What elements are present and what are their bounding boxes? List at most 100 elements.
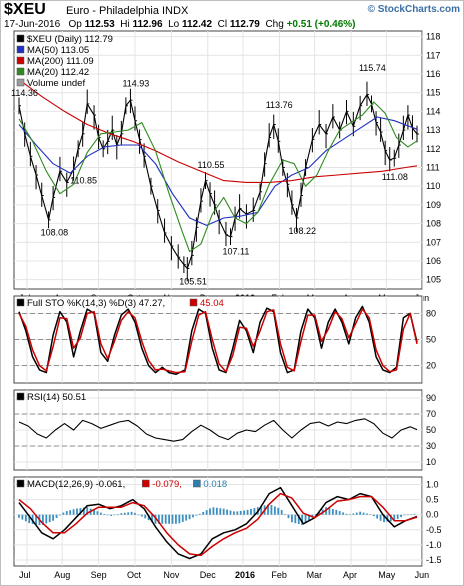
quote-date: 17-Jun-2016 <box>4 19 61 30</box>
macd-histogram-bar-40 <box>154 514 157 524</box>
price-series-line-2 <box>18 79 418 183</box>
macd-histogram-bar-30 <box>120 513 123 515</box>
price-legend-swatch-2 <box>16 56 25 65</box>
macd-histogram-bar-101 <box>362 512 365 515</box>
close-label: Cl <box>217 19 228 30</box>
macd-histogram-bar-13 <box>62 512 65 515</box>
macd-histogram-bar-1 <box>21 514 24 520</box>
macd-histogram-bar-48 <box>181 514 184 522</box>
sto-legend-label-1: 45.04 <box>200 298 224 309</box>
macd-histogram-bar-28 <box>113 514 116 516</box>
macd-histogram-bar-58 <box>215 507 218 515</box>
macd-histogram-bar-12 <box>59 514 61 516</box>
macd-histogram-bar-81 <box>294 514 297 524</box>
macd-histogram-bar-0 <box>18 514 20 518</box>
macd-histogram-bar-111 <box>396 514 399 519</box>
macd-histogram-bar-53 <box>198 513 201 515</box>
macd-histogram-bar-46 <box>175 514 177 524</box>
macd-histogram-bar-64 <box>236 511 239 515</box>
macd-histogram-bar-15 <box>69 510 72 515</box>
macd-histogram-bar-63 <box>233 511 235 515</box>
macd-histogram-bar-49 <box>185 514 188 521</box>
macd-panel-border <box>13 476 423 567</box>
macd-histogram-bar-56 <box>209 508 211 515</box>
macd-legend-swatch-2 <box>193 479 201 488</box>
open-value: 112.53 <box>84 19 115 30</box>
macd-xtick-label-9: Apr <box>343 570 357 580</box>
macd-histogram-bar-87 <box>314 513 317 515</box>
macd-series-line-1 <box>18 492 418 557</box>
price-legend-swatch-3 <box>16 67 25 76</box>
macd-histogram-bar-75 <box>273 506 276 515</box>
macd-histogram-bar-41 <box>157 514 160 524</box>
macd-histogram-bar-102 <box>366 513 368 515</box>
macd-histogram-bar-18 <box>79 508 82 515</box>
macd-histogram-bar-86 <box>311 514 314 517</box>
price-series-line-0 <box>18 94 418 269</box>
macd-histogram-bar-106 <box>379 514 382 521</box>
macd-xtick-label-5: Dec <box>200 570 217 580</box>
macd-histogram-bar-10 <box>52 514 55 521</box>
macd-histogram-bar-32 <box>127 512 130 515</box>
price-ytick-label-10: 115 <box>426 88 440 98</box>
macd-xtick-label-2: Sep <box>91 570 107 580</box>
macd-histogram-bar-22 <box>93 509 95 515</box>
sto-legend-swatch-1 <box>189 298 198 307</box>
ohlc-line: 17-Jun-2016 Op 112.53 Hi 112.96 Lo 112.4… <box>4 19 356 30</box>
macd-xtick-label-10: May <box>378 570 396 580</box>
macd-histogram-bar-42 <box>161 514 164 524</box>
macd-histogram-bar-29 <box>117 514 119 515</box>
macd-histogram-bar-2 <box>24 514 27 522</box>
macd-histogram-bar-84 <box>304 514 307 524</box>
macd-histogram-bar-19 <box>82 507 85 515</box>
macd-histogram-bar-38 <box>147 514 150 521</box>
price-ytick-label-9: 114 <box>426 106 440 116</box>
macd-histogram-bar-47 <box>178 514 181 524</box>
rsi-ytick-label-2: 50 <box>426 425 436 435</box>
macd-ytick-label-3: 0.0 <box>426 510 439 520</box>
macd-histogram-bar-82 <box>297 514 300 525</box>
rsi-ytick-label-1: 30 <box>426 441 436 451</box>
macd-xtick-label-4: Nov <box>163 570 180 580</box>
price-ytick-label-6: 111 <box>426 162 440 172</box>
macd-histogram-bar-77 <box>280 510 283 515</box>
macd-histogram-bar-95 <box>342 512 344 515</box>
macd-histogram-bar-115 <box>410 514 413 515</box>
macd-histogram-bar-62 <box>229 510 232 515</box>
macd-histogram-bar-5 <box>35 514 37 525</box>
sto-ytick-label-2: 80 <box>426 308 436 318</box>
price-legend-swatch-1 <box>16 45 25 54</box>
macd-histogram-bar-57 <box>212 507 215 515</box>
high-value: 112.96 <box>132 19 163 30</box>
price-legend-swatch-0 <box>16 34 25 43</box>
macd-histogram-bar-78 <box>284 514 286 515</box>
price-series-line-3 <box>18 101 418 253</box>
macd-histogram-bar-11 <box>55 514 58 519</box>
macd-histogram-bar-71 <box>260 506 263 515</box>
sto-legend-swatch-0 <box>16 298 25 307</box>
macd-histogram-bar-14 <box>65 511 68 515</box>
price-annotation-1: 108.08 <box>41 228 69 238</box>
price-annotation-0: 114.36 <box>11 88 38 98</box>
macd-histogram-bar-37 <box>144 514 147 519</box>
macd-xtick-label-11: Jun <box>415 570 430 580</box>
macd-legend-label-2: 0.018 <box>203 479 227 490</box>
macd-histogram-bar-100 <box>359 511 362 515</box>
macd-histogram-bar-97 <box>349 514 351 515</box>
macd-histogram-bar-44 <box>168 514 171 524</box>
macd-histogram-bar-16 <box>72 509 75 515</box>
macd-histogram-bar-85 <box>308 514 310 520</box>
macd-histogram-bar-103 <box>369 514 372 515</box>
macd-ytick-label-0: -1.5 <box>426 555 442 565</box>
macd-histogram-bar-9 <box>48 514 51 523</box>
low-value: 112.42 <box>181 19 213 30</box>
macd-xtick-label-1: Aug <box>54 570 70 580</box>
macd-histogram-bar-50 <box>188 514 191 520</box>
macd-histogram-bar-54 <box>202 511 205 515</box>
macd-histogram-bar-79 <box>287 514 290 519</box>
price-annotation-6: 107.11 <box>223 246 250 256</box>
watermark: © StockCharts.com <box>367 4 460 15</box>
macd-histogram-bar-110 <box>393 514 396 521</box>
macd-histogram-bar-98 <box>352 513 355 515</box>
macd-histogram-bar-43 <box>164 514 167 524</box>
